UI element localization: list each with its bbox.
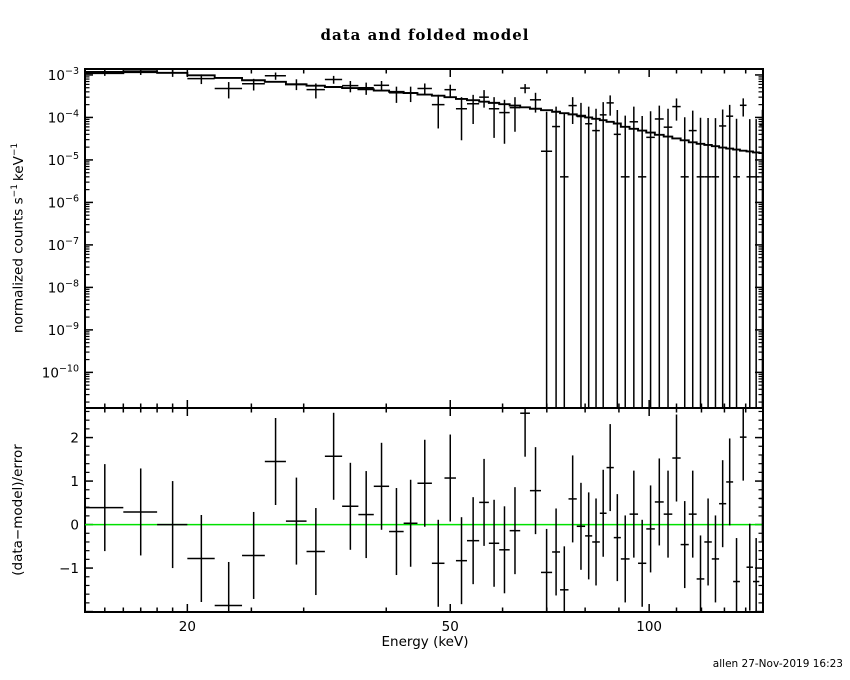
folded-model-line bbox=[85, 71, 763, 155]
residual-panel-frame bbox=[84, 407, 764, 613]
y-tick-label-residuals: 0 bbox=[70, 518, 79, 534]
y-axis-ticks-residuals bbox=[85, 410, 763, 613]
y-tick-label-spectrum: 10−10 bbox=[42, 363, 79, 381]
y-tick-label-spectrum: 10−8 bbox=[48, 278, 79, 296]
x-tick-label: 20 bbox=[179, 619, 196, 635]
y-axis-tick-labels-spectrum: 10−10 10−9 10−8 10−7 10−6 10−5 10−4 10−3 bbox=[42, 66, 79, 381]
y-tick-label-residuals: −1 bbox=[59, 561, 79, 577]
x-axis-label: Energy (keV) bbox=[381, 634, 469, 650]
y-tick-label-spectrum: 10−7 bbox=[48, 236, 79, 254]
model-step-path bbox=[85, 71, 763, 155]
y-tick-label-spectrum: 10−6 bbox=[48, 193, 79, 211]
timestamp: allen 27-Nov-2019 16:23 bbox=[712, 658, 843, 670]
spectrum-data-points bbox=[85, 69, 764, 408]
x-tick-label: 100 bbox=[636, 619, 662, 635]
x-axis-tick-labels: 20 50 100 bbox=[179, 619, 662, 635]
y-tick-label-spectrum: 10−5 bbox=[48, 151, 79, 169]
y-tick-label-spectrum: 10−3 bbox=[48, 66, 79, 84]
plot-title: data and folded model bbox=[320, 26, 530, 44]
y-tick-label-residuals: 2 bbox=[70, 431, 79, 447]
residual-points bbox=[85, 408, 764, 612]
x-tick-label: 50 bbox=[442, 619, 459, 635]
y-tick-label-spectrum: 10−4 bbox=[48, 108, 79, 126]
y-tick-label-spectrum: 10−9 bbox=[48, 321, 79, 339]
spectrum-panel-frame bbox=[84, 68, 764, 409]
y-axis-tick-labels-residuals: −1 0 1 2 bbox=[59, 431, 79, 577]
y-tick-label-residuals: 1 bbox=[70, 474, 79, 490]
panel-frames bbox=[84, 68, 764, 613]
y-axis-ticks-spectrum bbox=[85, 74, 763, 403]
